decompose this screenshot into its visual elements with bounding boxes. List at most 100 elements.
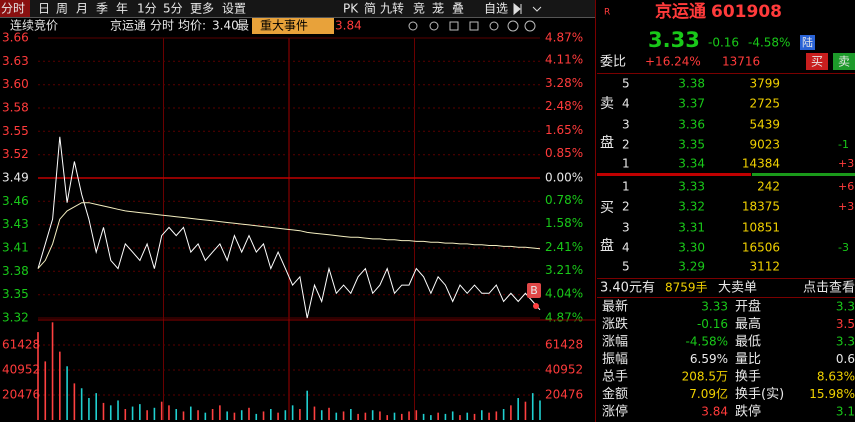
buy-button[interactable] xyxy=(806,53,828,70)
volume-bar xyxy=(320,410,323,420)
tool[interactable]: 茏 xyxy=(432,2,444,16)
toolbar-bg xyxy=(0,0,595,17)
tab[interactable]: 5分 xyxy=(163,2,183,16)
volume-bar xyxy=(284,410,287,420)
volume-bar xyxy=(415,410,418,420)
stat-label: 换手(实) xyxy=(735,387,784,402)
tab[interactable]: 周 xyxy=(56,2,68,16)
volume-bar xyxy=(51,322,54,420)
book-volume: 9023 xyxy=(749,138,780,152)
volume-bar xyxy=(189,406,192,420)
volume-bar xyxy=(291,405,294,420)
tool[interactable]: PK xyxy=(343,2,359,16)
book-price: 3.38 xyxy=(678,77,705,91)
level: 3 xyxy=(622,118,630,132)
volume-bar xyxy=(364,412,367,420)
level: 1 xyxy=(622,157,630,171)
volume-bar xyxy=(248,407,250,420)
tool-icon[interactable] xyxy=(489,21,499,31)
stat-label: 最新 xyxy=(602,299,628,315)
marker-badge[interactable] xyxy=(527,283,541,298)
tool[interactable]: 自选 xyxy=(484,2,508,16)
book-volume: 18375 xyxy=(742,200,780,214)
tool[interactable]: 叠 xyxy=(452,2,464,16)
level: 2 xyxy=(622,138,630,152)
volume-bar xyxy=(306,390,308,420)
tool-icon[interactable] xyxy=(449,21,459,31)
stat-label: 金额 xyxy=(602,386,628,402)
note-price: 3.40元有 xyxy=(600,281,655,296)
book-volume: 5439 xyxy=(749,118,780,132)
tab[interactable]: 月 xyxy=(76,2,88,16)
volume-bar xyxy=(400,413,403,420)
tool[interactable]: 竞 xyxy=(413,2,425,16)
stat-label: 总手 xyxy=(602,370,628,385)
tool-icon[interactable] xyxy=(408,21,418,31)
volume-bar xyxy=(131,406,134,420)
zoom-out[interactable] xyxy=(524,20,536,32)
y2-tick-label: 2.48% xyxy=(545,99,583,113)
stat-value: 6.59% xyxy=(690,352,728,366)
volume-bar xyxy=(270,409,272,420)
note-link[interactable]: 点击查看 xyxy=(803,280,855,296)
book-volume: 3112 xyxy=(749,260,780,274)
tab[interactable]: 年 xyxy=(116,2,128,16)
volume-bar xyxy=(539,400,541,420)
stat-label: 涨幅 xyxy=(602,335,628,350)
y-tick-label: 3.66 xyxy=(2,31,29,45)
sell-button[interactable] xyxy=(833,53,855,70)
volume-bar xyxy=(473,413,476,420)
volume-bar xyxy=(459,415,461,420)
tool[interactable]: 简 xyxy=(364,2,376,16)
tool-icon[interactable] xyxy=(469,21,479,31)
stat-label: 量比 xyxy=(735,352,761,367)
next-icon[interactable] xyxy=(513,2,522,16)
y-tick-label: 3.32 xyxy=(2,311,29,325)
y-tick-label: 3.55 xyxy=(2,124,29,138)
stat-value: 3.3 xyxy=(836,335,855,349)
tab[interactable]: 分时 xyxy=(1,2,25,16)
y-tick-label: 3.46 xyxy=(2,194,29,208)
tab[interactable]: 更多 xyxy=(190,2,214,16)
book-price: 3.34 xyxy=(678,157,705,171)
book-change: -1 xyxy=(838,138,849,151)
volume-bar xyxy=(488,412,490,420)
tab[interactable]: 1分 xyxy=(137,2,157,16)
volume-bar xyxy=(371,410,374,420)
volume-bar xyxy=(422,413,425,420)
book-price: 3.36 xyxy=(678,118,705,132)
side-label: 卖 xyxy=(600,96,614,112)
y2-tick-label: 1.65% xyxy=(545,123,583,137)
volume-bar xyxy=(124,409,127,420)
event-button-label[interactable]: 重大事件 xyxy=(260,19,308,33)
tab[interactable]: 设置 xyxy=(222,2,246,16)
volume-bar xyxy=(350,409,352,420)
avg-label: 均价: xyxy=(178,19,206,33)
average-line xyxy=(37,202,541,269)
tool[interactable]: 九转 xyxy=(380,1,404,16)
market-badge xyxy=(800,35,815,50)
dropdown-icon[interactable] xyxy=(532,6,542,12)
volume-bar xyxy=(204,412,207,420)
mode: 连续竞价 xyxy=(10,18,58,33)
price-line xyxy=(37,136,541,319)
tab[interactable]: 日 xyxy=(38,2,50,16)
buy-strength xyxy=(597,173,751,176)
tool-icon[interactable] xyxy=(429,21,439,31)
zoom-in[interactable] xyxy=(507,20,519,32)
level: 5 xyxy=(622,260,630,274)
sell-button-label[interactable]: 卖 xyxy=(838,55,850,69)
buy-button-label[interactable]: 买 xyxy=(811,55,823,69)
marker-label[interactable]: B xyxy=(530,284,538,297)
stat-value: -4.58% xyxy=(686,335,728,349)
stat-label: 跌停 xyxy=(735,404,761,420)
book-volume: 3799 xyxy=(749,77,780,91)
volume-bar xyxy=(531,393,534,420)
tab[interactable]: 季 xyxy=(96,2,108,16)
level: 2 xyxy=(622,200,630,214)
event-button[interactable] xyxy=(252,18,334,34)
volume-bar xyxy=(444,413,447,420)
stat-value: 0.6 xyxy=(836,352,855,366)
